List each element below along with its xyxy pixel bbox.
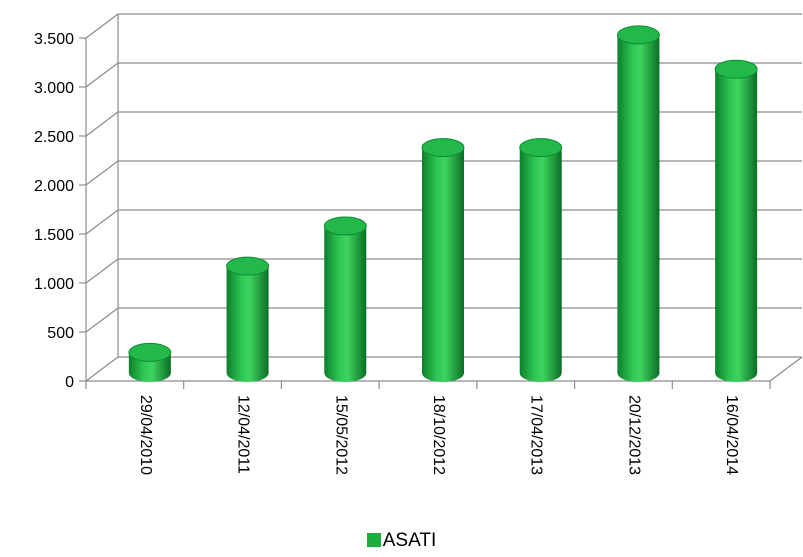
bar: [128, 342, 172, 383]
bar-top: [323, 216, 367, 236]
y-tick-label: 500: [47, 325, 74, 342]
bar-top: [226, 256, 270, 276]
bar-top: [616, 25, 660, 45]
bar: [226, 256, 270, 382]
y-tick-label: 1.000: [34, 276, 74, 293]
gridline-side: [85, 111, 119, 137]
bar: [714, 59, 758, 383]
legend-swatch: [366, 533, 381, 547]
legend-label: ASATI: [382, 530, 437, 551]
gridline-side: [85, 356, 119, 382]
bar: [519, 138, 563, 383]
bar: [421, 138, 465, 382]
bar-top: [421, 138, 465, 158]
bar: [323, 216, 367, 383]
y-tick-label: 2.500: [34, 129, 74, 146]
bar-top: [714, 59, 758, 79]
floor-edge: [769, 356, 803, 382]
y-tick-label: 2.000: [34, 178, 74, 195]
bars: [128, 25, 758, 383]
y-tick-label: 1.500: [34, 227, 74, 244]
legend: ASATI: [0, 530, 803, 552]
bar-body: [715, 69, 758, 383]
y-tick-label: 3.000: [34, 80, 74, 97]
gridline-side: [85, 209, 119, 235]
bar-body: [324, 226, 367, 383]
x-tick-label: 15/05/2012: [332, 395, 349, 475]
bar-body: [422, 147, 464, 382]
x-tick-label: 17/04/2013: [528, 395, 545, 475]
gridline-side: [85, 160, 119, 186]
gridline-side: [85, 307, 119, 333]
y-tick-label: 0: [65, 374, 74, 391]
axis-labels: 0 500 1.000 1.500 2.000 2.500 3.000 3.500 29/04/…: [34, 31, 740, 475]
gridline-side: [85, 258, 119, 284]
x-tick-label: 16/04/2014: [723, 395, 740, 475]
gridline-side: [85, 62, 119, 88]
chart-canvas: 0 500 1.000 1.500 2.000 2.500 3.000 3.500 29/04/…: [34, 13, 803, 475]
axes: [79, 14, 803, 389]
bar: [616, 25, 660, 383]
x-tick-label: 18/10/2012: [430, 395, 447, 475]
x-tick-label: 29/04/2010: [137, 395, 154, 475]
bar-body: [617, 34, 660, 383]
bar-top: [519, 138, 563, 158]
gridline-side: [85, 13, 119, 39]
bar-body: [519, 147, 562, 383]
y-tick-label: 3.500: [34, 31, 74, 48]
x-tick-label: 12/04/2011: [235, 395, 252, 474]
bar-body: [226, 266, 269, 382]
x-tick-label: 20/12/2013: [625, 395, 642, 475]
bar-top: [128, 342, 172, 362]
